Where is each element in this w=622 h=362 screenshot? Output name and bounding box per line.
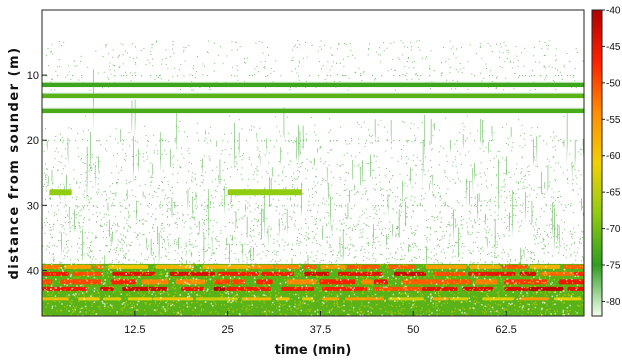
colorbar-tick-label: -70	[606, 224, 621, 235]
colorbar-tick-label: -40	[606, 6, 621, 17]
y-tick-label: 30	[27, 200, 39, 212]
y-axis-label: distance from sounder (m)	[7, 46, 22, 279]
y-tick-label: 20	[27, 135, 39, 147]
x-axis-label: time (min)	[275, 343, 352, 358]
colorbar-tick-label: -45	[606, 42, 621, 53]
plot-area	[42, 10, 584, 316]
colorbar-tick-label: -75	[606, 261, 621, 272]
echo-layer-0	[42, 82, 584, 88]
y-tick-label: 40	[27, 265, 39, 277]
x-tick-label: 25	[221, 324, 233, 336]
plot-frame	[41, 9, 585, 317]
echo-patch-3	[49, 189, 72, 196]
echo-layer-1	[42, 93, 584, 99]
y-axis: 10 20 30 40	[27, 70, 47, 277]
x-axis: 12.5 25 37.5 50 62.5	[124, 311, 517, 336]
echo-layer-2	[42, 108, 584, 114]
colorbar-tick-label: -50	[606, 78, 621, 89]
echo-speckle	[42, 40, 584, 287]
colorbar-ticks: -40 -45 -50 -55 -60 -65 -70 -75 -80	[602, 6, 621, 308]
colorbar-tick-label: -65	[606, 188, 621, 199]
colorbar	[591, 9, 603, 317]
colorbar-tick-label: -55	[606, 115, 621, 126]
x-tick-label: 50	[407, 324, 419, 336]
colorbar-tick-label: -60	[606, 151, 621, 162]
x-tick-label: 62.5	[495, 324, 516, 336]
x-tick-label: 37.5	[310, 324, 331, 336]
y-tick-label: 10	[27, 70, 39, 82]
echo-patch-4	[227, 189, 302, 196]
x-tick-label: 12.5	[124, 324, 145, 336]
colorbar-tick-label: -80	[606, 297, 621, 308]
